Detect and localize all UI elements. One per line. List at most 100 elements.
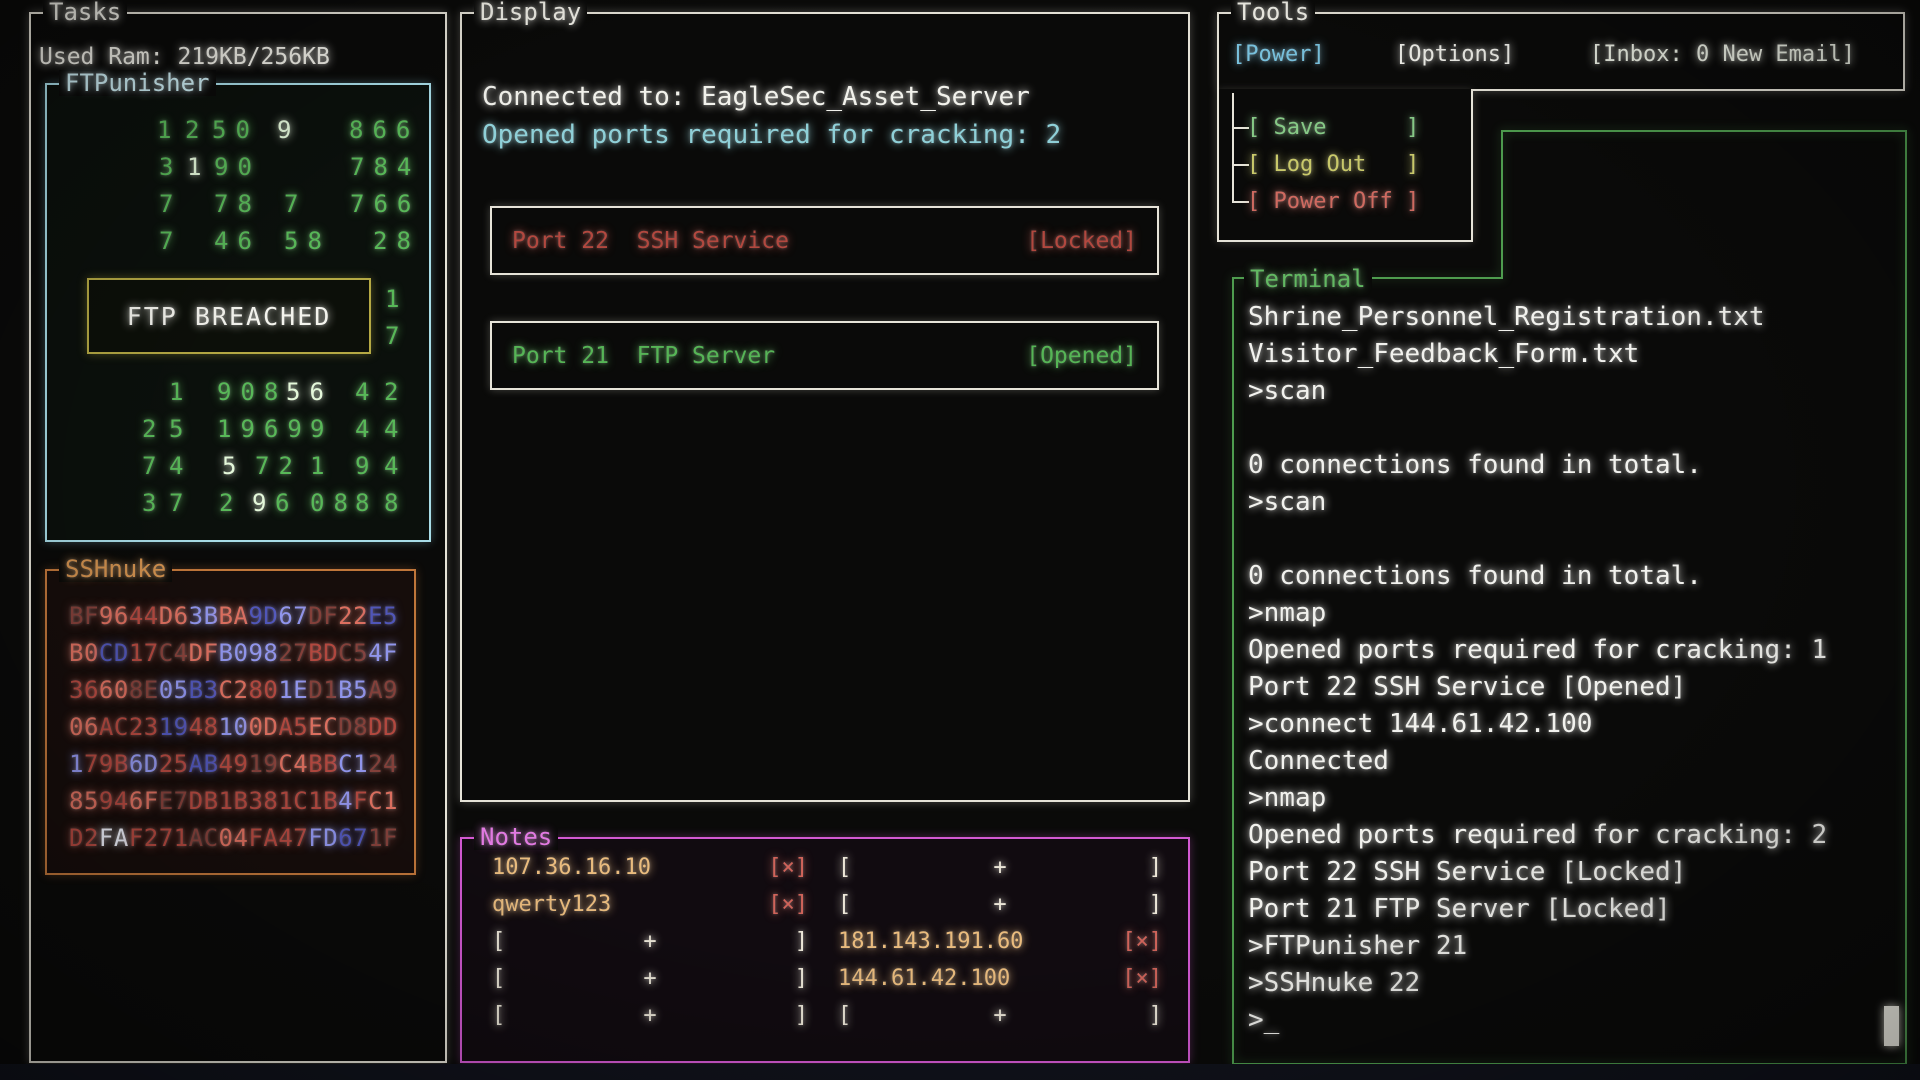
menu-item-logout[interactable]: [ Log Out ] bbox=[1247, 152, 1420, 177]
sshnuke-hex-row: D2FAF271AC04FA47FD671F bbox=[69, 820, 414, 857]
hex-segment: 3B bbox=[188, 602, 219, 630]
hex-segment: FD bbox=[308, 824, 339, 852]
hex-segment: BF bbox=[69, 602, 99, 630]
tools-panel: Tools [Power] [Options] [Inbox: 0 New Emai… bbox=[1217, 0, 1905, 91]
hex-segment: F bbox=[353, 787, 369, 815]
ftp-grid-number: 4 bbox=[355, 415, 379, 443]
ftp-grid-number: 9 bbox=[310, 415, 334, 443]
note-entry: 144.61.42.100 [×] bbox=[838, 960, 1162, 997]
hex-segment: 1C bbox=[278, 787, 309, 815]
hex-segment: 96 bbox=[98, 602, 129, 630]
hex-segment: 4F bbox=[368, 639, 398, 667]
hex-segment: CD bbox=[98, 639, 129, 667]
sshnuke-hex-row: B0CD17C4DFB09827BDC54F bbox=[69, 635, 414, 672]
hex-segment: BA bbox=[218, 602, 249, 630]
bracket-open: [ bbox=[838, 892, 852, 917]
ftp-grid-number: 866 bbox=[349, 116, 420, 144]
ftp-grid-number: 2 bbox=[219, 489, 243, 517]
hex-segment: AC bbox=[98, 713, 129, 741]
ftp-grid-number: 1 bbox=[310, 452, 334, 480]
ram-usage: Used Ram: 219KB/256KB bbox=[39, 44, 330, 70]
note-remove-button[interactable]: [×] bbox=[768, 855, 808, 880]
note-entry: 107.36.16.10 [×] bbox=[492, 849, 808, 886]
plus-icon: + bbox=[643, 966, 657, 991]
hex-segment: B0 bbox=[69, 639, 99, 667]
bracket-close: ] bbox=[794, 1003, 808, 1028]
hex-segment: 19 bbox=[158, 713, 189, 741]
hex-segment: BD bbox=[308, 639, 339, 667]
hex-segment: 98 bbox=[248, 639, 279, 667]
hex-segment: 17 bbox=[128, 639, 159, 667]
ftp-grid-number: 9 bbox=[277, 116, 301, 144]
note-text: 144.61.42.100 bbox=[838, 966, 1011, 991]
note-remove-button[interactable]: [×] bbox=[1122, 929, 1162, 954]
sshnuke-hex-row: 85946FE7DB1B381C1B4FC1 bbox=[69, 783, 414, 820]
bracket-open: [ bbox=[838, 855, 852, 880]
bracket-close: ] bbox=[1148, 855, 1162, 880]
note-empty-slot[interactable]: [+] bbox=[838, 886, 1162, 923]
bracket-open: [ bbox=[492, 1003, 506, 1028]
ftp-grid-number: 2 bbox=[142, 415, 166, 443]
port-row-ftp[interactable]: Port 21 FTP Server [Opened] bbox=[490, 321, 1159, 390]
ftp-grid-number: 5 bbox=[222, 452, 246, 480]
ftp-grid-number: 1 bbox=[169, 378, 193, 406]
ftp-grid-number: 1 bbox=[187, 153, 211, 181]
hex-segment: DF bbox=[188, 639, 219, 667]
bracket-open: [ bbox=[492, 929, 506, 954]
terminal-panel[interactable]: Terminal Shrine_Personnel_Registration.t… bbox=[1232, 130, 1907, 1065]
menu-item-poweroff[interactable]: [ Power Off ] bbox=[1247, 189, 1420, 214]
hex-segment: C4 bbox=[278, 750, 309, 778]
options-button[interactable]: [Options] bbox=[1395, 42, 1515, 67]
hex-segment: DB bbox=[188, 787, 219, 815]
hex-segment: 19 bbox=[248, 750, 279, 778]
connected-host: Connected to: EagleSec_Asset_Server bbox=[482, 82, 1030, 112]
terminal-line: >scan bbox=[1248, 487, 1327, 517]
hex-segment: D8 bbox=[338, 713, 369, 741]
ftp-grid-number: 58 bbox=[284, 227, 331, 255]
note-empty-slot[interactable]: [+] bbox=[492, 997, 808, 1034]
port-status-badge: [Opened] bbox=[1026, 342, 1137, 369]
hex-segment: 24 bbox=[368, 750, 398, 778]
hex-segment: AC bbox=[188, 824, 219, 852]
hex-segment: B3 bbox=[188, 676, 219, 704]
note-empty-slot[interactable]: [+] bbox=[838, 997, 1162, 1034]
bracket-open: [ bbox=[838, 1003, 852, 1028]
ftp-grid-number: 908 bbox=[217, 378, 288, 406]
terminal-output[interactable]: Shrine_Personnel_Registration.txt Visitor… bbox=[1248, 299, 1888, 1039]
terminal-line: >scan bbox=[1248, 376, 1327, 406]
hex-segment: B5 bbox=[338, 676, 369, 704]
terminal-line: Port 21 FTP Server [Locked] bbox=[1248, 894, 1671, 924]
hex-segment: 1B bbox=[308, 787, 339, 815]
sshnuke-hex-row: 179B6D25AB4919C4BBC124 bbox=[69, 746, 414, 783]
inbox-button[interactable]: [Inbox: 0 New Email] bbox=[1590, 42, 1855, 67]
note-empty-slot[interactable]: [+] bbox=[492, 960, 808, 997]
sshnuke-hex-dump: BF9644D63BBA9D67DF22E5 B0CD17C4DFB09827BD… bbox=[69, 598, 414, 857]
terminal-line: >nmap bbox=[1248, 783, 1327, 813]
note-remove-button[interactable]: [×] bbox=[768, 892, 808, 917]
notes-column-right: [+] [+] 181.143.191.60 [×] 144.61.42.100 [×] [… bbox=[838, 849, 1162, 1034]
note-text: qwerty123 bbox=[492, 892, 612, 917]
power-button[interactable]: [Power] bbox=[1232, 42, 1325, 67]
hex-segment: 1F bbox=[368, 824, 398, 852]
ftp-grid-number: 2 bbox=[185, 116, 209, 144]
hex-segment: EC bbox=[308, 713, 339, 741]
sshnuke-hex-row: BF9644D63BBA9D67DF22E5 bbox=[69, 598, 414, 635]
menu-item-save[interactable]: [ Save ] bbox=[1247, 115, 1420, 140]
terminal-line: Opened ports required for cracking: 1 bbox=[1248, 635, 1828, 665]
hex-segment: 67 bbox=[278, 602, 309, 630]
note-remove-button[interactable]: [×] bbox=[1122, 966, 1162, 991]
hex-segment: 85 bbox=[69, 787, 99, 815]
note-empty-slot[interactable]: [+] bbox=[492, 923, 808, 960]
note-entry: qwerty123 [×] bbox=[492, 886, 808, 923]
hex-segment: C5 bbox=[338, 639, 369, 667]
note-empty-slot[interactable]: [+] bbox=[838, 849, 1162, 886]
hex-segment: 27 bbox=[278, 639, 309, 667]
hex-segment: C1 bbox=[338, 750, 369, 778]
terminal-scrollbar-thumb[interactable] bbox=[1884, 1006, 1899, 1046]
terminal-line bbox=[1248, 410, 1888, 447]
terminal-line: Connected bbox=[1248, 746, 1389, 776]
plus-icon: + bbox=[993, 1003, 1007, 1028]
sshnuke-hex-row: 06AC231948100DA5ECD8DD bbox=[69, 709, 414, 746]
port-row-ssh[interactable]: Port 22 SSH Service [Locked] bbox=[490, 206, 1159, 275]
